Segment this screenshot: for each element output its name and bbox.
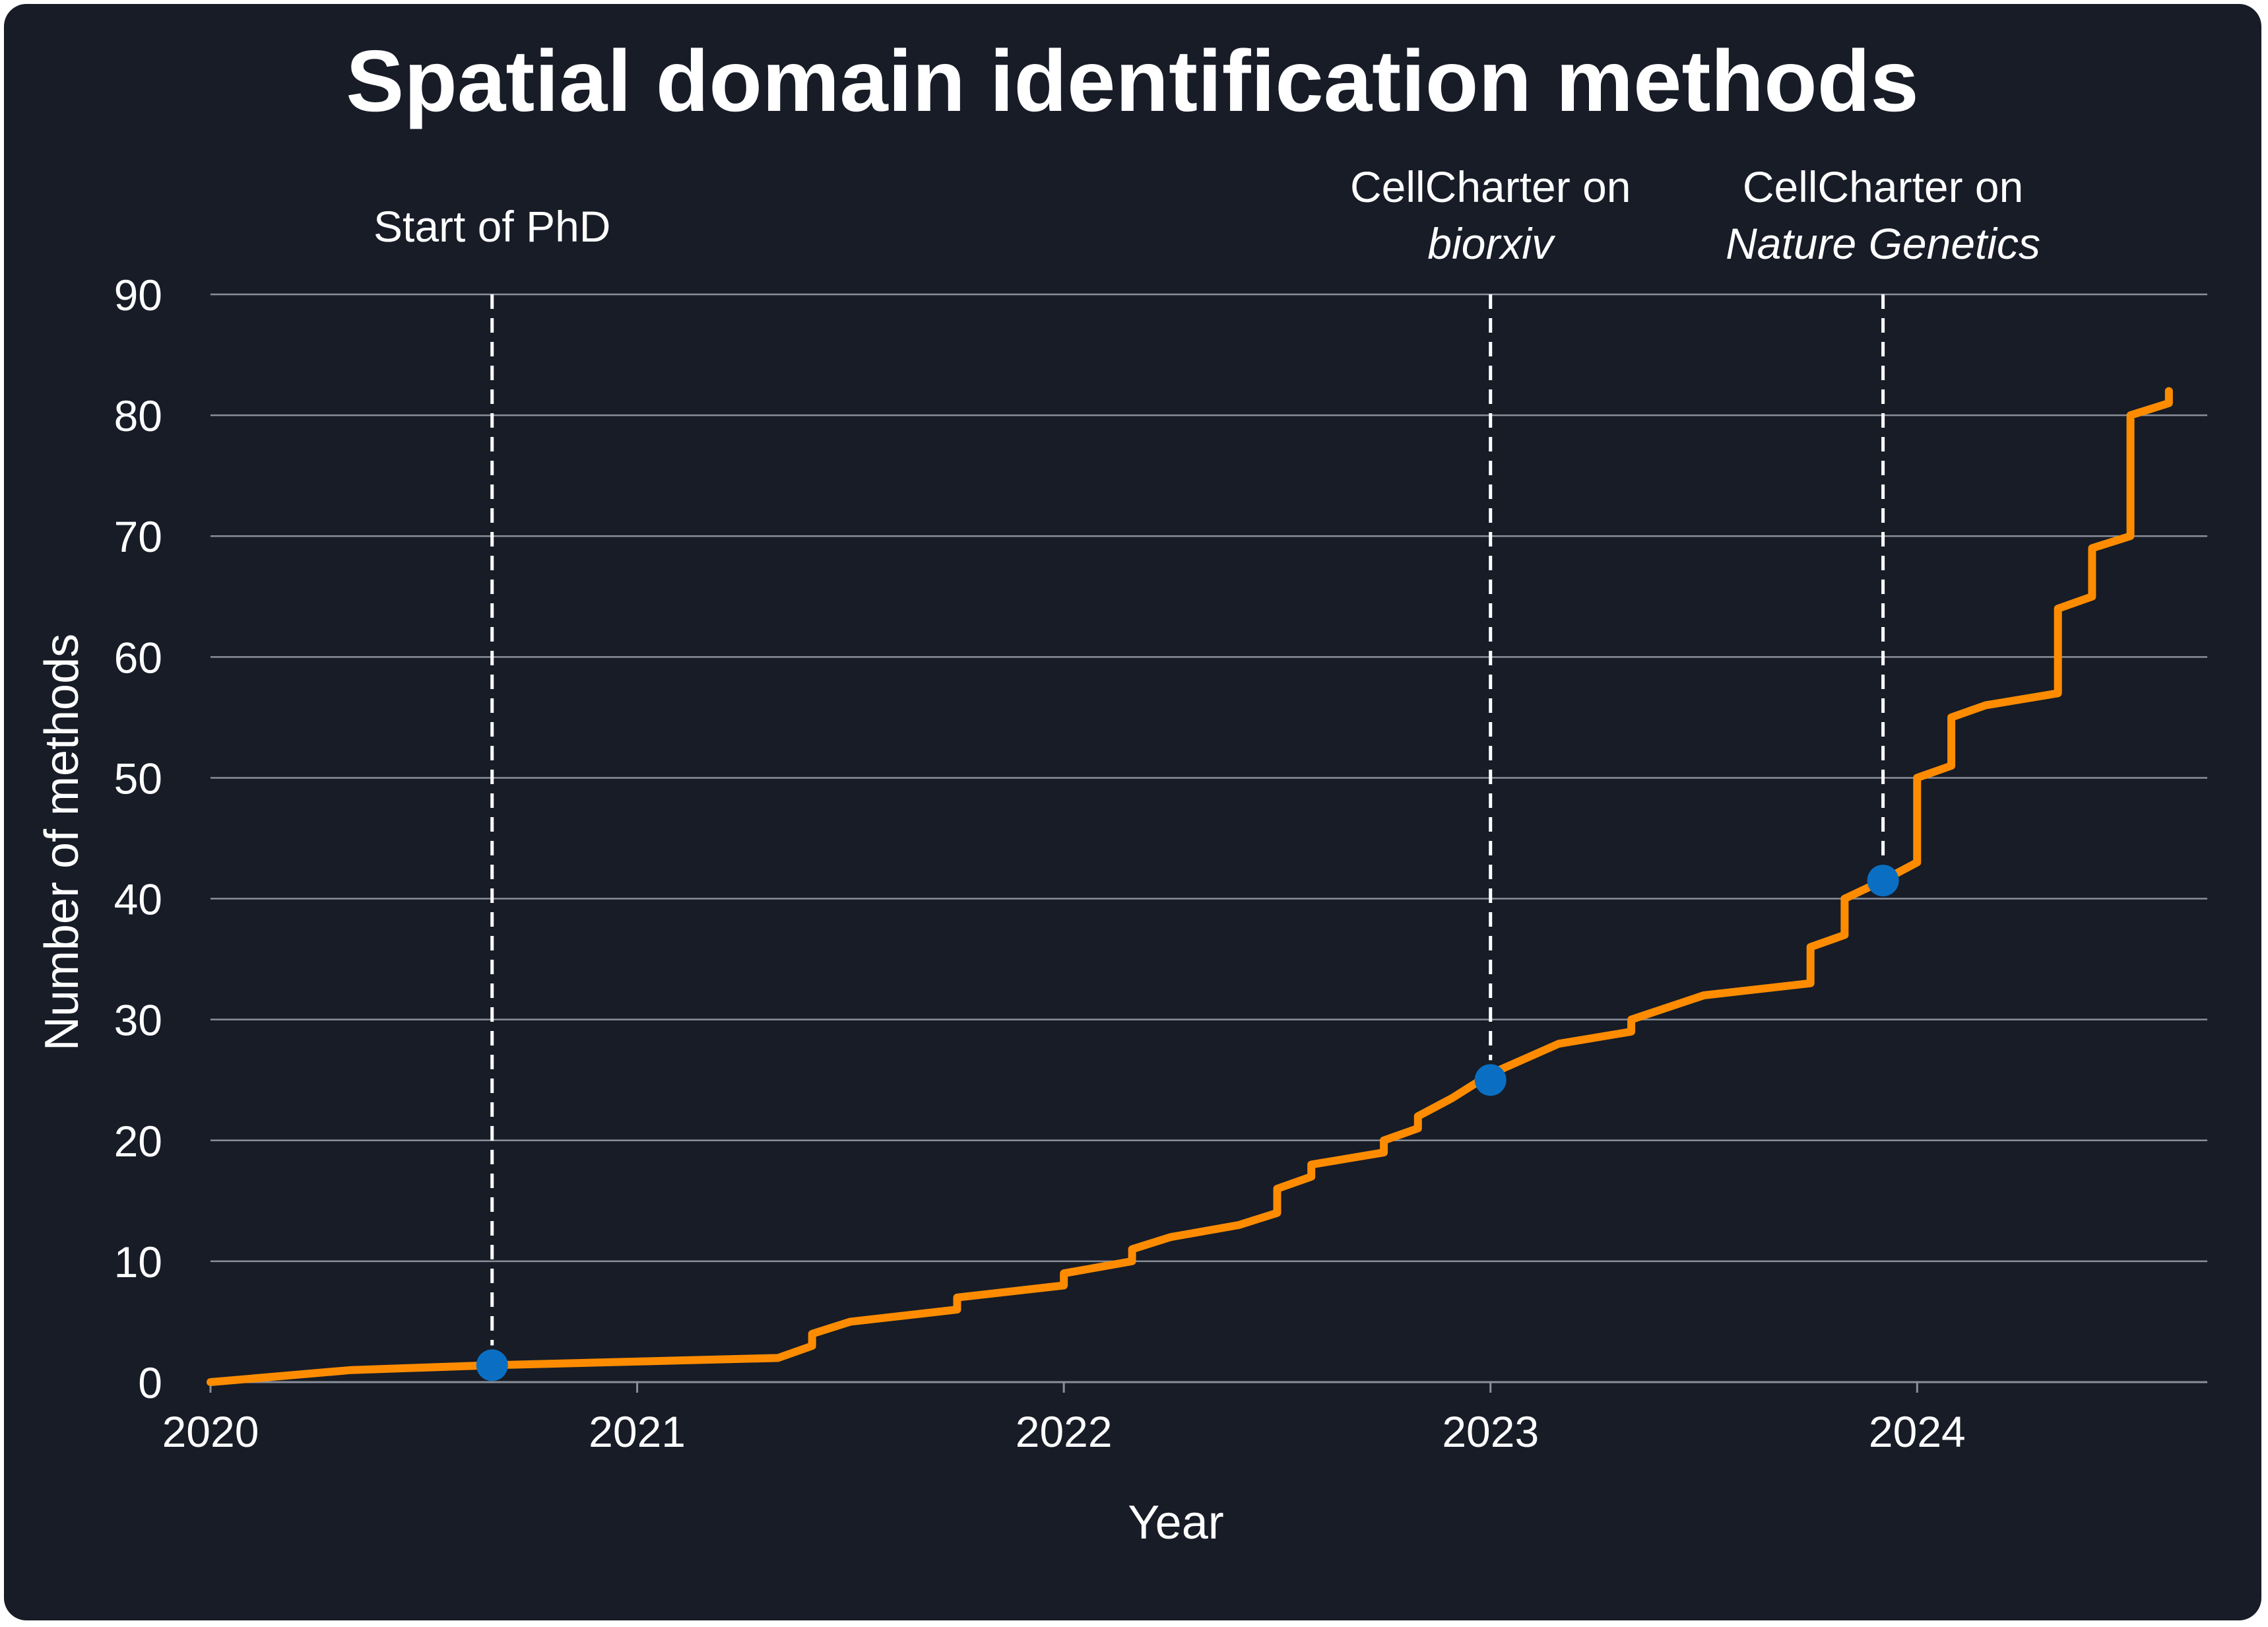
- annotation-label-1-line-1: Start of PhD: [373, 202, 611, 251]
- x-tick-2024: 2024: [1869, 1407, 1966, 1456]
- annotation-label-2-line-2: biorxiv: [1427, 219, 1556, 268]
- y-tick-0: 0: [138, 1358, 162, 1407]
- annotation-marker-3: [1867, 865, 1899, 897]
- y-tick-30: 30: [114, 996, 162, 1045]
- x-tick-labels: 2020 2021 2022 2023 2024: [162, 1382, 1966, 1456]
- y-tick-70: 70: [114, 512, 162, 561]
- y-tick-50: 50: [114, 754, 162, 803]
- annotation-label-3-line-2: Nature Genetics: [1726, 219, 2040, 268]
- y-tick-labels: 0 10 20 30 40 50 60 70 80 90: [114, 271, 162, 1407]
- annotation-markers: [476, 865, 1899, 1381]
- annotation-marker-2: [1474, 1064, 1507, 1096]
- y-tick-80: 80: [114, 391, 162, 440]
- annotation-label-2-line-1: CellCharter on: [1350, 162, 1631, 211]
- y-tick-90: 90: [114, 271, 162, 319]
- y-tick-40: 40: [114, 875, 162, 924]
- annotation-label-3-line-1: CellCharter on: [1743, 162, 2024, 211]
- y-tick-20: 20: [114, 1117, 162, 1166]
- x-axis-label: Year: [1128, 1496, 1223, 1549]
- y-axis-label: Number of methods: [36, 634, 88, 1051]
- x-tick-2020: 2020: [162, 1407, 259, 1456]
- chart-title: Spatial domain identification methods: [346, 32, 1919, 129]
- line-chart: Spatial domain identification methods 0 1…: [36, 32, 2207, 1549]
- gridlines: [211, 293, 2207, 1383]
- y-tick-10: 10: [114, 1238, 162, 1286]
- chart-card: Spatial domain identification methods 0 1…: [4, 4, 2261, 1620]
- y-tick-60: 60: [114, 633, 162, 682]
- x-tick-2023: 2023: [1442, 1407, 1539, 1456]
- series-line: [207, 387, 2173, 1386]
- x-tick-2021: 2021: [589, 1407, 686, 1456]
- annotations: Start of PhD CellCharter on biorxiv CellCha…: [373, 162, 2040, 1346]
- x-tick-2022: 2022: [1016, 1407, 1113, 1456]
- annotation-marker-1: [476, 1349, 508, 1381]
